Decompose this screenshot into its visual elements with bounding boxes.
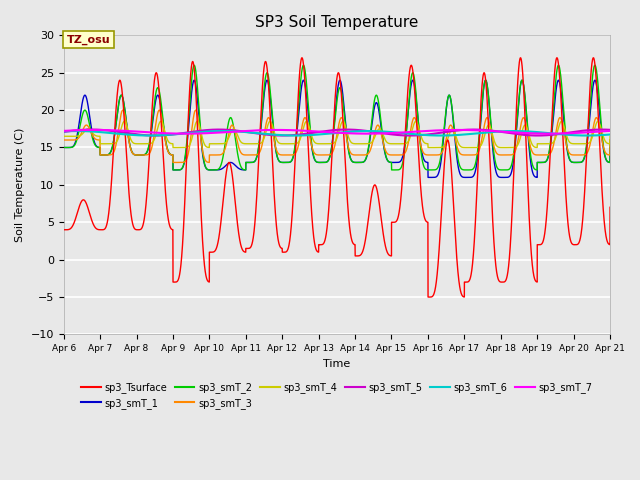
sp3_smT_5: [475, 127, 483, 132]
sp3_smT_2: [246, 159, 253, 165]
sp3_smT_4: [175, 144, 182, 150]
Line: sp3_smT_6: sp3_smT_6: [63, 131, 610, 135]
sp3_Tsurface: [426, 294, 433, 300]
sp3_smT_4: [594, 119, 602, 124]
sp3_smT_1: [246, 159, 253, 165]
sp3_smT_7: [60, 128, 67, 134]
sp3_smT_2: [583, 137, 591, 143]
sp3_smT_5: [60, 129, 67, 135]
sp3_smT_5: [406, 132, 414, 138]
Text: TZ_osu: TZ_osu: [67, 35, 110, 45]
sp3_smT_4: [60, 133, 67, 139]
sp3_smT_2: [319, 159, 326, 165]
sp3_smT_3: [475, 149, 483, 155]
X-axis label: Time: Time: [323, 359, 351, 369]
sp3_Tsurface: [606, 204, 614, 210]
sp3_smT_3: [319, 152, 326, 158]
sp3_smT_2: [172, 167, 180, 173]
sp3_smT_3: [60, 137, 67, 143]
sp3_Tsurface: [60, 227, 67, 233]
Line: sp3_smT_3: sp3_smT_3: [63, 110, 610, 162]
sp3_smT_5: [460, 127, 467, 133]
sp3_smT_4: [577, 141, 584, 146]
Y-axis label: Soil Temperature (C): Soil Temperature (C): [15, 128, 25, 242]
sp3_smT_6: [60, 129, 67, 134]
sp3_smT_6: [219, 128, 227, 134]
sp3_smT_1: [319, 159, 326, 165]
sp3_Tsurface: [589, 55, 597, 60]
Line: sp3_smT_5: sp3_smT_5: [63, 130, 610, 135]
Line: sp3_Tsurface: sp3_Tsurface: [63, 58, 610, 297]
sp3_smT_1: [577, 159, 584, 165]
sp3_smT_5: [342, 127, 350, 132]
sp3_smT_7: [246, 128, 253, 133]
Line: sp3_smT_2: sp3_smT_2: [63, 65, 610, 170]
sp3_smT_1: [475, 145, 483, 151]
sp3_smT_2: [475, 140, 483, 145]
sp3_smT_3: [577, 152, 584, 158]
sp3_Tsurface: [583, 140, 591, 145]
sp3_smT_7: [606, 128, 614, 134]
sp3_smT_6: [584, 132, 591, 138]
sp3_smT_2: [606, 137, 614, 143]
sp3_smT_2: [60, 144, 67, 150]
sp3_smT_4: [583, 141, 591, 146]
sp3_smT_5: [246, 130, 253, 135]
sp3_smT_1: [606, 144, 614, 150]
Line: sp3_smT_4: sp3_smT_4: [63, 121, 610, 147]
sp3_smT_6: [475, 130, 483, 136]
sp3_smT_7: [91, 127, 99, 133]
sp3_smT_4: [606, 133, 614, 139]
sp3_smT_6: [319, 132, 326, 137]
sp3_smT_7: [475, 128, 483, 133]
sp3_smT_7: [460, 127, 467, 133]
sp3_smT_5: [577, 128, 584, 134]
sp3_smT_4: [460, 144, 467, 150]
sp3_smT_6: [606, 132, 614, 137]
sp3_smT_7: [546, 131, 554, 136]
sp3_smT_3: [606, 137, 614, 143]
Line: sp3_smT_7: sp3_smT_7: [63, 130, 610, 133]
sp3_smT_3: [119, 107, 127, 113]
sp3_Tsurface: [319, 241, 326, 247]
sp3_smT_4: [246, 141, 253, 146]
sp3_smT_5: [606, 127, 614, 132]
Line: sp3_smT_1: sp3_smT_1: [63, 80, 610, 178]
sp3_smT_5: [584, 127, 591, 133]
sp3_smT_6: [246, 130, 253, 135]
sp3_smT_6: [460, 132, 467, 137]
sp3_smT_7: [319, 129, 326, 135]
sp3_smT_2: [591, 62, 599, 68]
sp3_Tsurface: [577, 235, 584, 241]
sp3_smT_3: [246, 152, 253, 158]
sp3_smT_3: [173, 159, 181, 165]
Title: SP3 Soil Temperature: SP3 Soil Temperature: [255, 15, 419, 30]
sp3_smT_7: [584, 130, 591, 135]
sp3_Tsurface: [475, 149, 483, 155]
sp3_smT_1: [583, 140, 591, 146]
sp3_smT_1: [460, 174, 467, 180]
sp3_Tsurface: [460, 294, 467, 300]
sp3_smT_2: [460, 167, 467, 173]
sp3_smT_3: [584, 150, 591, 156]
sp3_smT_1: [591, 77, 599, 83]
sp3_smT_5: [319, 129, 326, 134]
sp3_smT_4: [475, 144, 483, 150]
sp3_smT_4: [319, 141, 326, 146]
sp3_smT_1: [60, 144, 67, 150]
sp3_smT_6: [577, 132, 584, 138]
sp3_Tsurface: [246, 245, 253, 251]
Legend: sp3_Tsurface, sp3_smT_1, sp3_smT_2, sp3_smT_3, sp3_smT_4, sp3_smT_5, sp3_smT_6, : sp3_Tsurface, sp3_smT_1, sp3_smT_2, sp3_…: [77, 378, 596, 413]
sp3_smT_1: [463, 175, 471, 180]
sp3_smT_6: [292, 132, 300, 138]
sp3_smT_7: [577, 130, 584, 136]
sp3_smT_2: [577, 159, 584, 165]
sp3_smT_3: [460, 152, 467, 158]
